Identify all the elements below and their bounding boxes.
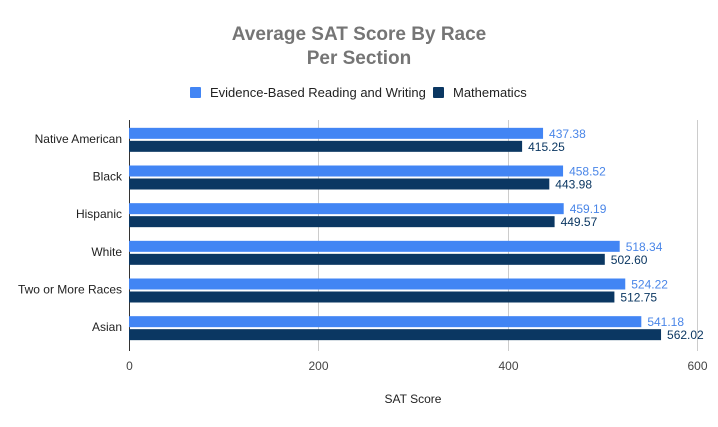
bar-mathematics-black: [129, 178, 550, 190]
chart-title-line-1: Average SAT Score By Race: [232, 24, 487, 45]
bar-evidence-based-reading-and-writing-hispanic: [129, 203, 564, 215]
category-label-white: White: [91, 245, 122, 259]
x-tick-label-0: 0: [126, 359, 133, 373]
bar-evidence-based-reading-and-writing-black: [129, 165, 564, 177]
data-label-mathematics-white: 502.60: [611, 253, 648, 267]
data-label-evidence-based-reading-and-writing-black: 458.52: [569, 165, 606, 179]
gridlines: [129, 120, 698, 351]
x-tick-label-400: 400: [498, 359, 518, 373]
category-label-asian: Asian: [92, 320, 122, 334]
data-label-mathematics-two-or-more-races: 512.75: [620, 291, 657, 305]
bar-evidence-based-reading-and-writing-two-or-more-races: [129, 278, 626, 290]
chart-title-line-2: Per Section: [307, 48, 412, 69]
data-label-evidence-based-reading-and-writing-native-american: 437.38: [549, 127, 586, 141]
bar-evidence-based-reading-and-writing-white: [129, 240, 620, 252]
category-label-two-or-more-races: Two or More Races: [18, 283, 122, 297]
data-label-evidence-based-reading-and-writing-asian: 541.18: [647, 315, 684, 329]
bar-mathematics-native-american: [129, 140, 523, 152]
legend: Evidence-Based Reading and Writing Mathe…: [190, 85, 527, 100]
category-label-native-american: Native American: [35, 132, 122, 146]
x-axis-title: SAT Score: [385, 392, 442, 406]
bar-mathematics-two-or-more-races: [129, 291, 615, 303]
bar-evidence-based-reading-and-writing-asian: [129, 316, 642, 328]
bar-mathematics-white: [129, 253, 605, 265]
data-label-evidence-based-reading-and-writing-white: 518.34: [626, 240, 663, 254]
legend-label-reading-writing: Evidence-Based Reading and Writing: [210, 85, 426, 100]
legend-label-mathematics: Mathematics: [453, 85, 527, 100]
bar-mathematics-asian: [129, 329, 662, 341]
legend-swatch-reading-writing: [190, 87, 201, 98]
x-tick-label-600: 600: [687, 359, 707, 373]
x-tick-labels: 0 200 400 600: [126, 359, 708, 373]
legend-swatch-mathematics: [433, 87, 444, 98]
bars: [129, 127, 662, 341]
data-label-mathematics-hispanic: 449.57: [561, 215, 598, 229]
x-tick-label-200: 200: [308, 359, 328, 373]
bar-mathematics-hispanic: [129, 216, 555, 228]
category-labels: Native American Black Hispanic White Two or …: [18, 132, 123, 334]
bar-evidence-based-reading-and-writing-native-american: [129, 127, 544, 139]
category-label-black: Black: [93, 170, 123, 184]
data-label-evidence-based-reading-and-writing-hispanic: 459.19: [570, 202, 607, 216]
category-label-hispanic: Hispanic: [76, 207, 122, 221]
data-label-evidence-based-reading-and-writing-two-or-more-races: 524.22: [631, 278, 668, 292]
data-label-mathematics-black: 443.98: [555, 178, 592, 192]
data-label-mathematics-native-american: 415.25: [528, 140, 565, 154]
data-label-mathematics-asian: 562.02: [667, 328, 704, 342]
